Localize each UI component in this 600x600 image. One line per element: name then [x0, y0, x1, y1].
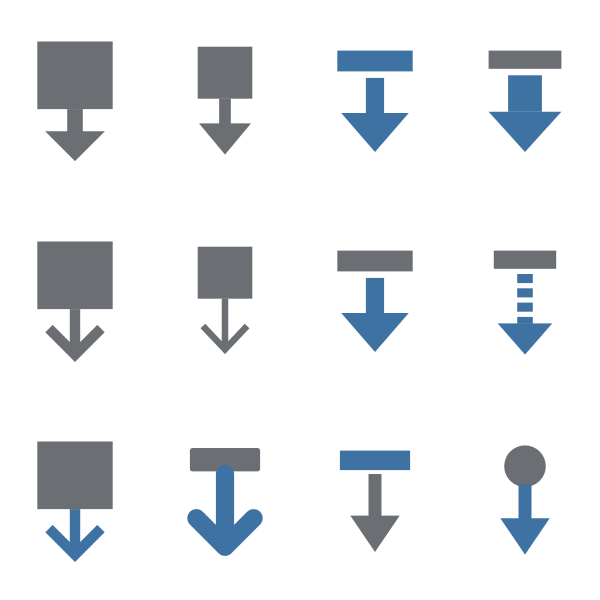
cell-r3c2 [150, 400, 300, 600]
download-icon [310, 235, 440, 365]
cell-r2c4 [450, 200, 600, 400]
cell-r3c4 [450, 400, 600, 600]
download-icon [10, 35, 140, 165]
cell-r1c4 [450, 0, 600, 200]
cell-r2c2 [150, 200, 300, 400]
download-icon [310, 435, 440, 565]
cell-r3c3 [300, 400, 450, 600]
download-icon [10, 235, 140, 365]
download-icon [160, 235, 290, 365]
download-icon [460, 435, 590, 565]
icon-grid [0, 0, 600, 600]
cell-r1c3 [300, 0, 450, 200]
cell-r2c1 [0, 200, 150, 400]
cell-r3c1 [0, 400, 150, 600]
download-icon [10, 435, 140, 565]
download-icon [460, 35, 590, 165]
download-icon [160, 35, 290, 165]
download-icon [460, 235, 590, 365]
cell-r1c2 [150, 0, 300, 200]
download-icon [310, 35, 440, 165]
cell-r1c1 [0, 0, 150, 200]
download-icon [160, 435, 290, 565]
cell-r2c3 [300, 200, 450, 400]
